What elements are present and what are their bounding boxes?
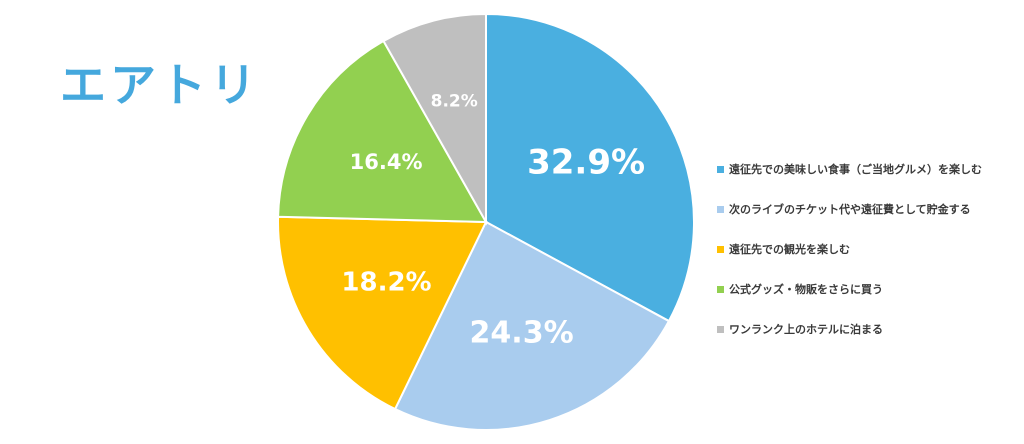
pie-slice-4 [277,39,488,224]
airtrip-logo: エアトリ [60,58,260,112]
legend-label-4: 公式グッズ・物販をさらに買う [729,283,883,296]
legend-label-1: 遠征先での美味しい食事（ご当地グルメ）を楽しむ [729,163,982,176]
legend-swatch-3 [717,245,724,253]
pie-slice-label-1: 32.9% [527,142,645,182]
pie-slice-label-4: 16.4% [350,150,423,174]
legend-swatch-1 [717,165,724,173]
pie-slice-label-2: 24.3% [470,315,574,350]
legend-item-3: 遠征先での観光を楽しむ [717,229,982,269]
pie-slice-label-5: 8.2% [431,91,478,111]
legend-label-3: 遠征先での観光を楽しむ [729,243,850,256]
legend-item-4: 公式グッズ・物販をさらに買う [717,269,982,309]
pie-slice-1 [485,12,695,323]
legend-item-1: 遠征先での美味しい食事（ご当地グルメ）を楽しむ [717,149,982,189]
legend-label-5: ワンランク上のホテルに泊まる [729,323,883,336]
legend-item-2: 次のライブのチケット代や遠征費として貯金する [717,189,982,229]
legend-swatch-4 [717,285,724,293]
legend-item-5: ワンランク上のホテルに泊まる [717,309,982,349]
legend-swatch-5 [717,325,724,333]
legend-swatch-2 [717,205,724,213]
pie-slice-5 [382,12,487,226]
pie-slice-2 [393,220,671,432]
chart-legend: 遠征先での美味しい食事（ご当地グルメ）を楽しむ 次のライブのチケット代や遠征費とし… [717,149,982,349]
pie-slice-3 [277,215,488,411]
legend-label-2: 次のライブのチケット代や遠征費として貯金する [729,203,971,216]
pie-slice-label-3: 18.2% [341,268,431,298]
